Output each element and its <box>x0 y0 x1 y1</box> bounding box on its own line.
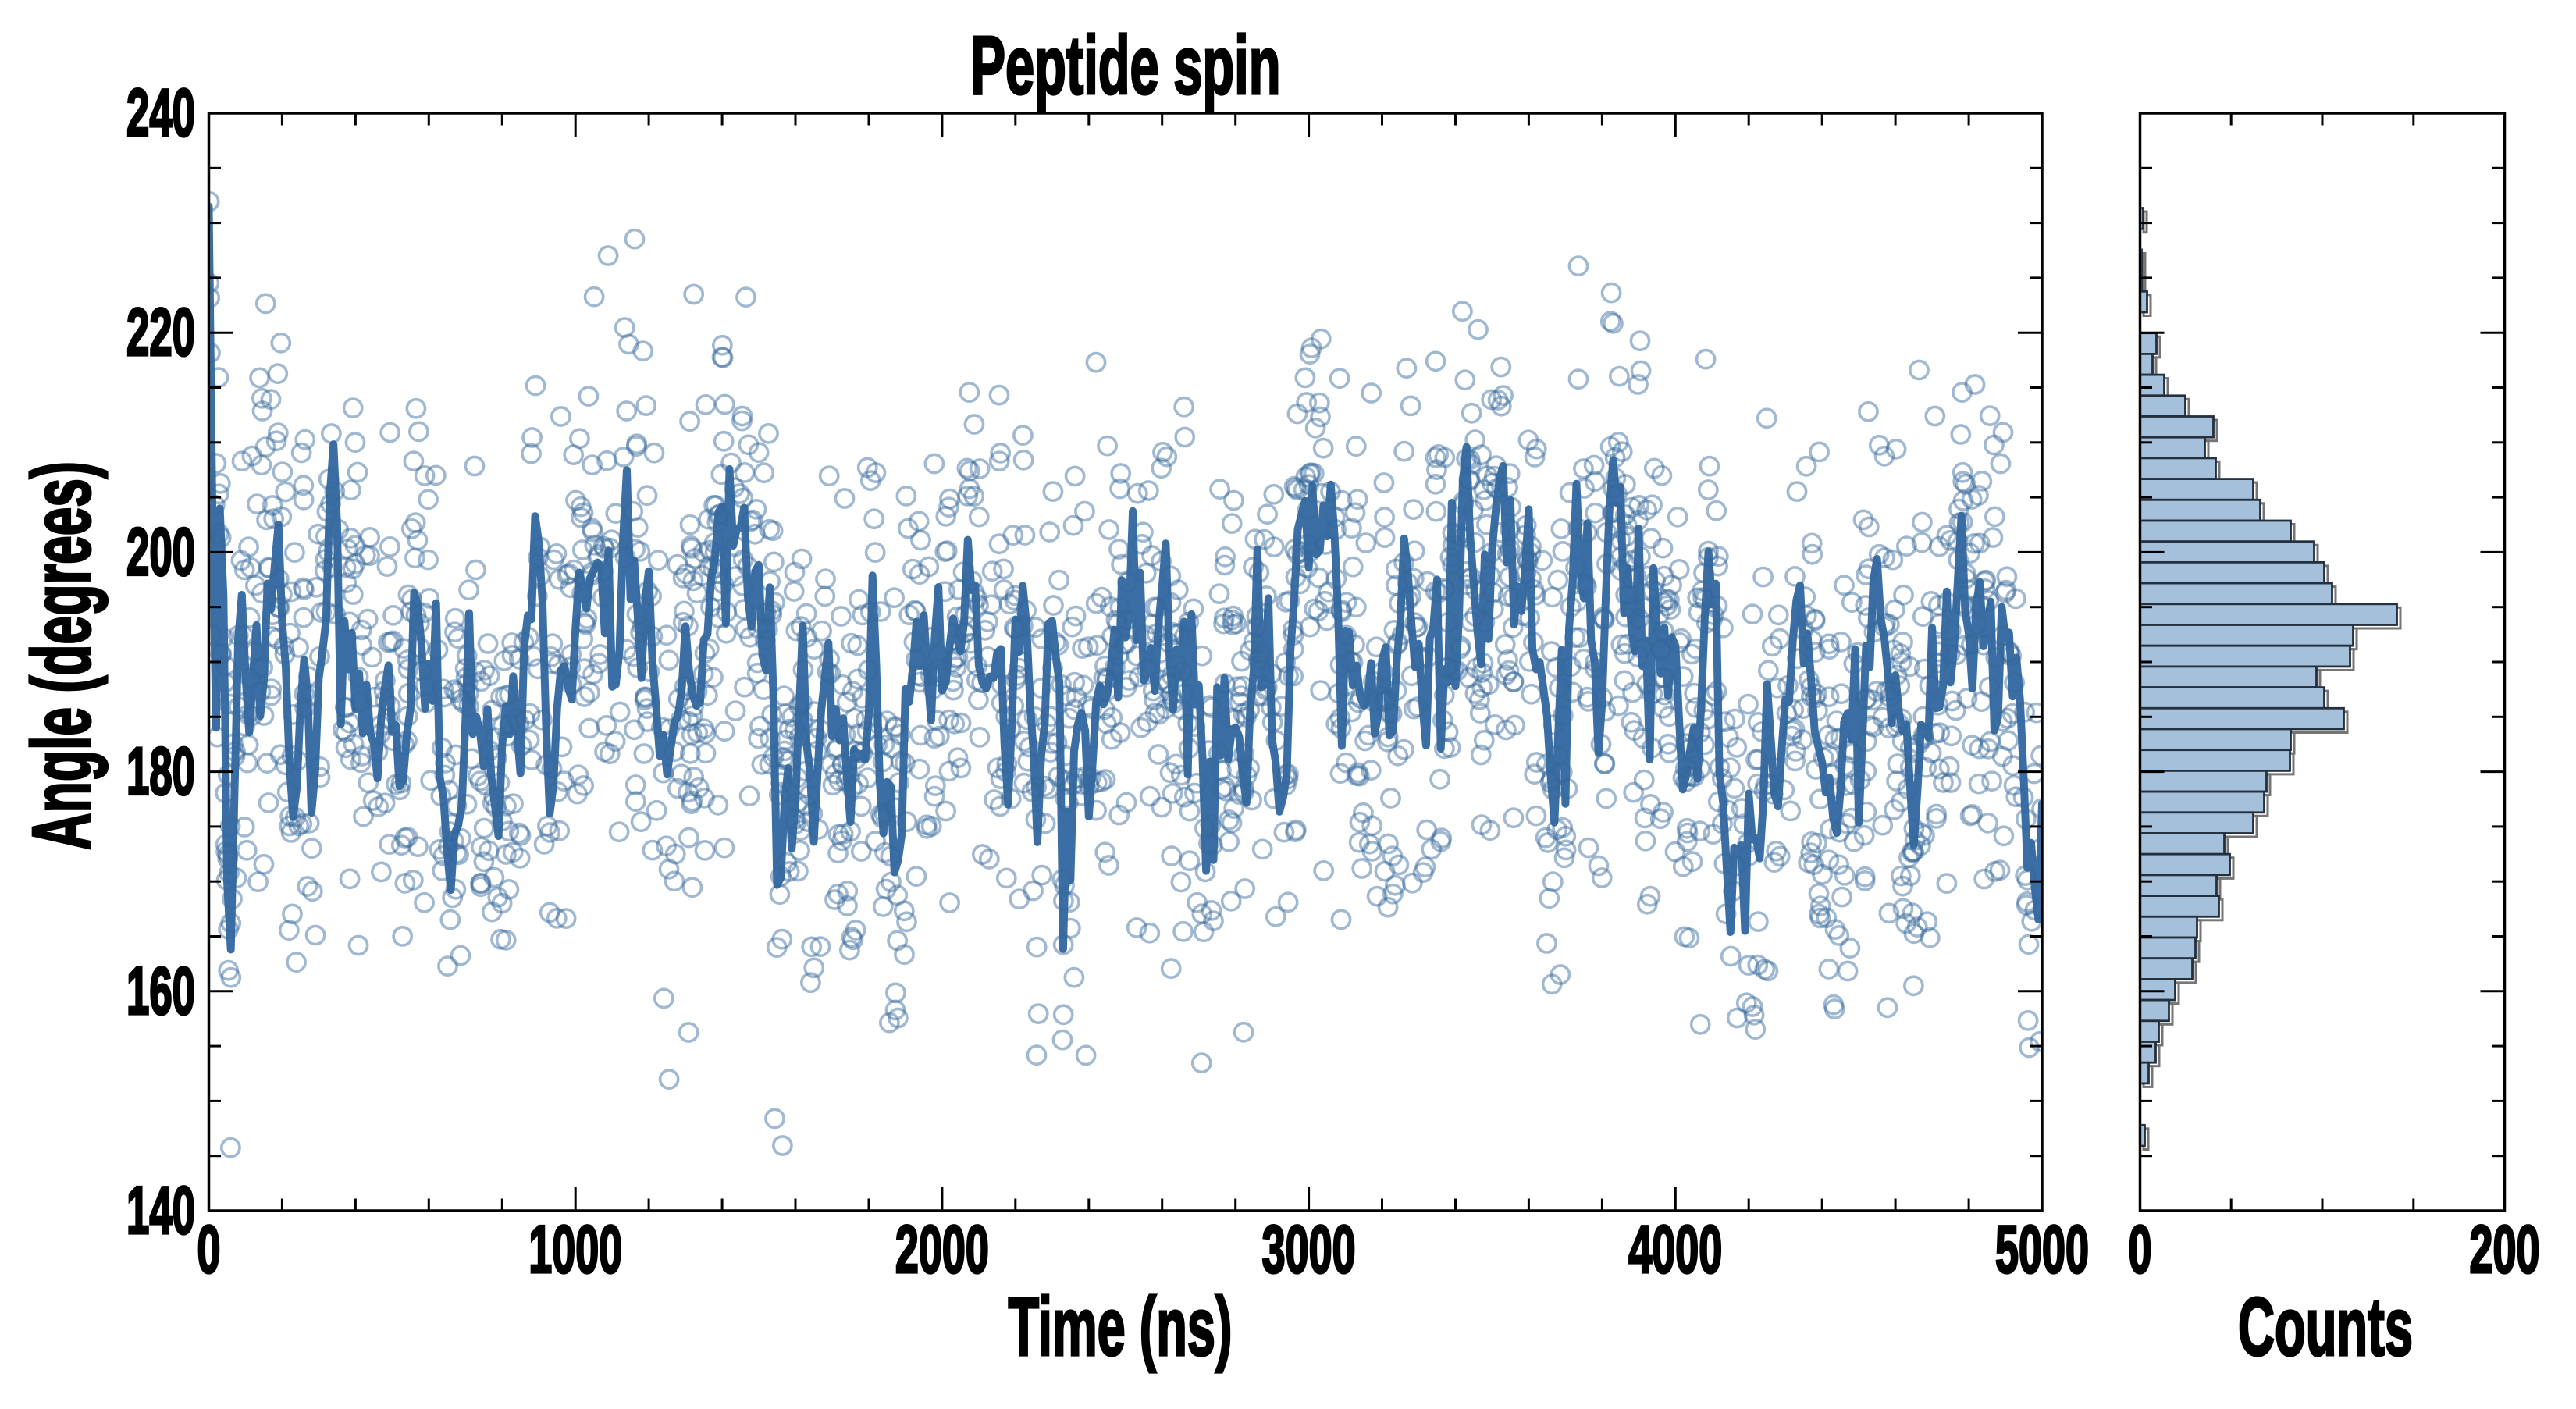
svg-text:Counts: Counts <box>2238 1281 2413 1373</box>
svg-text:240: 240 <box>126 76 195 151</box>
svg-text:200: 200 <box>2470 1212 2540 1287</box>
svg-text:Time (ns): Time (ns) <box>1009 1281 1233 1373</box>
svg-text:0: 0 <box>197 1212 221 1287</box>
svg-text:1000: 1000 <box>528 1212 622 1287</box>
svg-text:5000: 5000 <box>1995 1212 2089 1287</box>
svg-text:160: 160 <box>126 954 195 1029</box>
svg-text:140: 140 <box>126 1173 195 1248</box>
svg-text:0: 0 <box>2129 1212 2152 1287</box>
svg-text:200: 200 <box>126 514 195 589</box>
svg-text:3000: 3000 <box>1262 1212 1356 1287</box>
svg-text:2000: 2000 <box>895 1212 989 1287</box>
svg-text:180: 180 <box>126 735 195 809</box>
svg-text:4000: 4000 <box>1628 1212 1722 1287</box>
svg-text:Angle (degrees): Angle (degrees) <box>16 461 108 850</box>
svg-text:Peptide spin: Peptide spin <box>971 20 1281 112</box>
svg-text:220: 220 <box>126 295 195 370</box>
